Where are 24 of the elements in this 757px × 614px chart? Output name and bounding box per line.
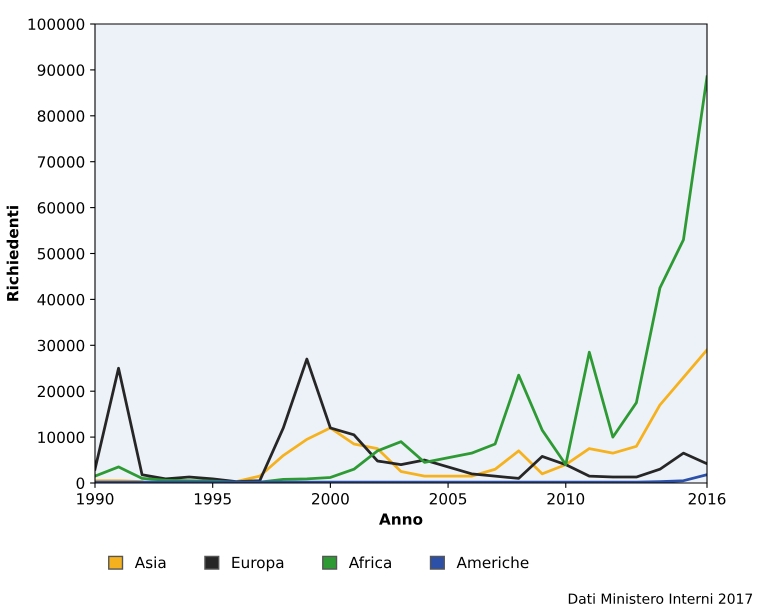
x-tick-label: 2010 bbox=[547, 492, 584, 505]
x-tick-label: 2000 bbox=[312, 492, 349, 505]
y-tick-label: 40000 bbox=[37, 294, 84, 306]
y-tick-label: 60000 bbox=[38, 202, 84, 214]
y-tick-label: 50000 bbox=[38, 248, 84, 260]
y-tick-label: 10000 bbox=[38, 432, 84, 444]
x-tick-label: 1995 bbox=[194, 492, 231, 505]
legend-label: Africa bbox=[348, 556, 391, 568]
y-tick-label: 30000 bbox=[38, 340, 84, 352]
y-tick-label: 20000 bbox=[38, 386, 84, 398]
x-tick-label: 2016 bbox=[688, 492, 726, 505]
y-tick-label: 0 bbox=[76, 477, 84, 490]
y-tick-label: 100000 bbox=[28, 18, 84, 30]
y-axis-title: Richiedenti bbox=[6, 206, 18, 301]
legend-label: Europa bbox=[232, 556, 284, 572]
legend-label: Americhe bbox=[456, 556, 528, 568]
x-axis-title: Anno bbox=[379, 514, 422, 525]
x-tick-label: 1990 bbox=[77, 492, 114, 505]
y-tick-label: 70000 bbox=[38, 156, 84, 168]
text: Dati Ministero Interni 2017 bbox=[568, 593, 752, 604]
y-tick-label: 80000 bbox=[38, 110, 84, 122]
y-tick-label: 90000 bbox=[38, 64, 84, 76]
legend-label: Asia bbox=[134, 556, 166, 568]
x-tick-label: 2005 bbox=[430, 492, 466, 505]
